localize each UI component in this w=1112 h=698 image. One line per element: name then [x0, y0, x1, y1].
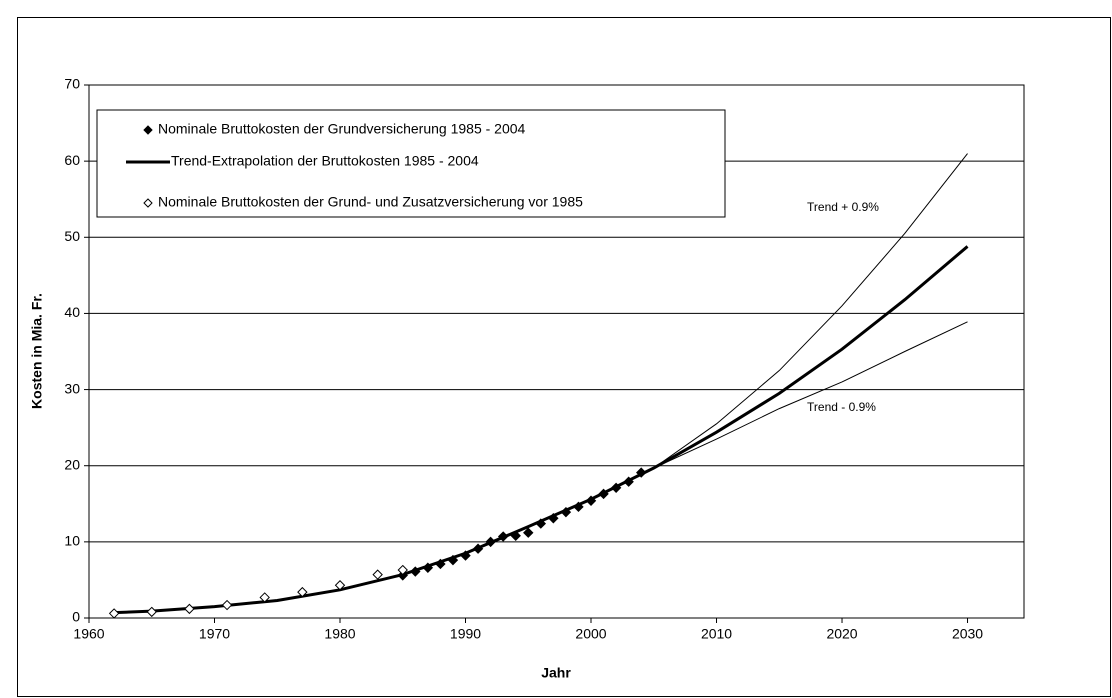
y-tick-label: 40 [64, 304, 80, 320]
legend-swatch [143, 198, 153, 208]
legend-box [96, 109, 726, 218]
y-tick-label: 60 [64, 152, 80, 168]
x-tick-label: 1980 [324, 626, 355, 642]
line-annotation: Trend - 0.9% [807, 400, 876, 414]
data-point [221, 599, 233, 611]
x-tick-label: 2000 [575, 626, 606, 642]
x-tick-label: 2020 [826, 626, 857, 642]
data-point [334, 580, 346, 591]
trend-line [653, 321, 968, 469]
data-point [297, 586, 308, 598]
x-tick-label: 2010 [701, 626, 732, 642]
legend-label: Trend-Extrapolation der Bruttokosten 198… [171, 153, 479, 169]
legend-swatch [143, 125, 153, 135]
trend-line [114, 245, 969, 615]
data-point [184, 603, 195, 615]
y-tick-label: 20 [64, 456, 80, 472]
legend-label: Nominale Bruttokosten der Grundversicher… [158, 121, 526, 137]
y-tick-label: 30 [64, 380, 80, 396]
y-tick-label: 70 [64, 76, 80, 92]
line-annotation: Trend + 0.9% [807, 200, 879, 214]
x-tick-label: 1960 [73, 626, 104, 642]
y-tick-label: 10 [64, 533, 80, 549]
data-point [523, 527, 534, 538]
y-tick-label: 50 [64, 228, 80, 244]
data-point [372, 569, 383, 580]
data-point [259, 592, 270, 603]
x-tick-label: 2030 [952, 626, 983, 642]
x-tick-label: 1990 [450, 626, 481, 642]
x-axis-title: Jahr [541, 665, 571, 681]
data-point [146, 606, 157, 618]
y-axis-title: Kosten in Mia. Fr. [29, 293, 45, 409]
legend: Nominale Bruttokosten der Grundversicher… [96, 109, 726, 218]
x-tick-label: 1970 [199, 626, 230, 642]
data-point [397, 564, 408, 576]
trend-line [653, 153, 968, 469]
data-point [108, 608, 120, 619]
legend-label: Nominale Bruttokosten der Grund- und Zus… [158, 194, 583, 210]
y-tick-label: 0 [72, 609, 80, 625]
